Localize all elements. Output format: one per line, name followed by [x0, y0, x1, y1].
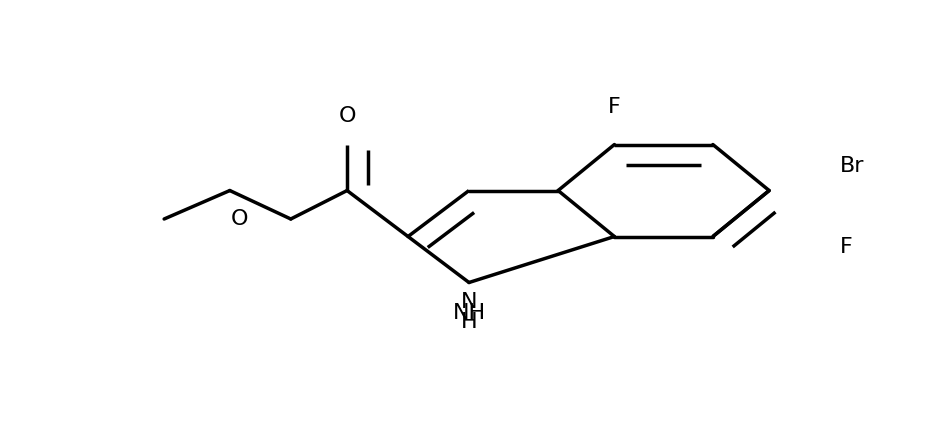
Text: Br: Br — [840, 156, 864, 177]
Text: NH: NH — [452, 303, 486, 323]
Text: O: O — [339, 106, 356, 126]
Text: F: F — [608, 97, 621, 117]
Text: N: N — [461, 292, 477, 312]
Text: F: F — [840, 237, 853, 258]
Text: O: O — [231, 209, 249, 229]
Text: H: H — [461, 312, 477, 332]
